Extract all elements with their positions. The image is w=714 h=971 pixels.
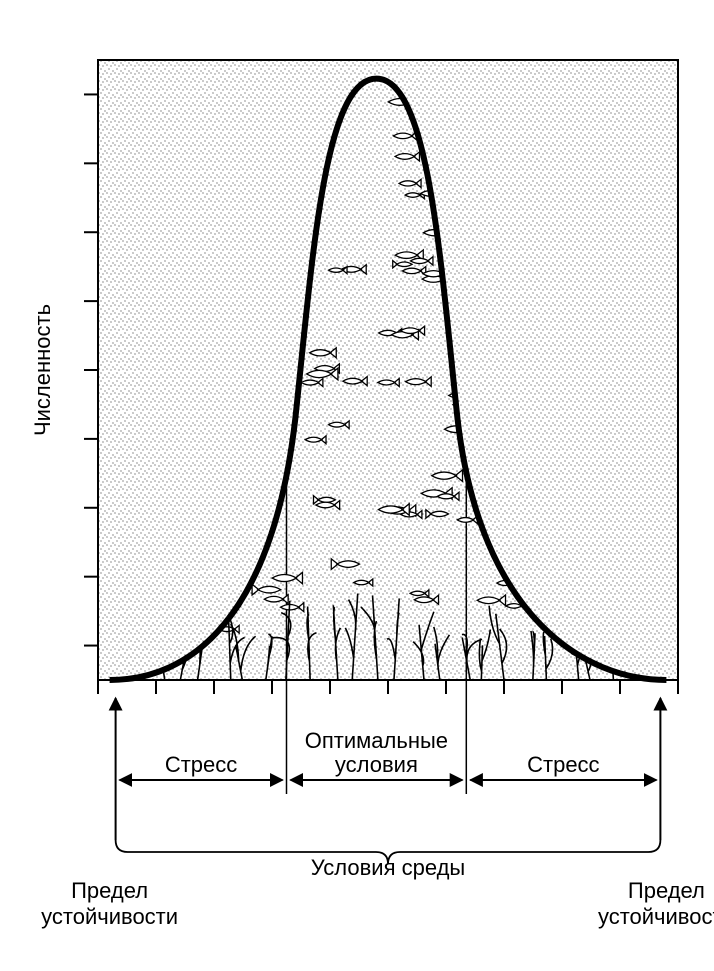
limit-left-1: Предел	[71, 878, 148, 903]
stress-label-right: Стресс	[527, 752, 599, 777]
diagram-svg: Численность Оптимальные условия Стресс С…	[20, 20, 714, 951]
annotation-block: Оптимальные условия Стресс Стресс Услови…	[41, 680, 714, 929]
limit-right-1: Предел	[628, 878, 705, 903]
stipple-outside-curve	[98, 60, 678, 680]
optimal-label-2: условия	[335, 752, 418, 777]
y-axis-label: Численность	[30, 304, 55, 436]
stress-label-left: Стресс	[165, 752, 237, 777]
limit-left-2: устойчивости	[41, 904, 178, 929]
tolerance-curve-diagram: Численность Оптимальные условия Стресс С…	[20, 20, 714, 951]
limit-right-2: устойчивости	[598, 904, 714, 929]
optimal-label-1: Оптимальные	[305, 728, 448, 753]
x-axis-ticks	[98, 680, 678, 694]
env-conditions-label: Условия среды	[311, 855, 465, 880]
y-axis-ticks	[84, 94, 98, 645]
